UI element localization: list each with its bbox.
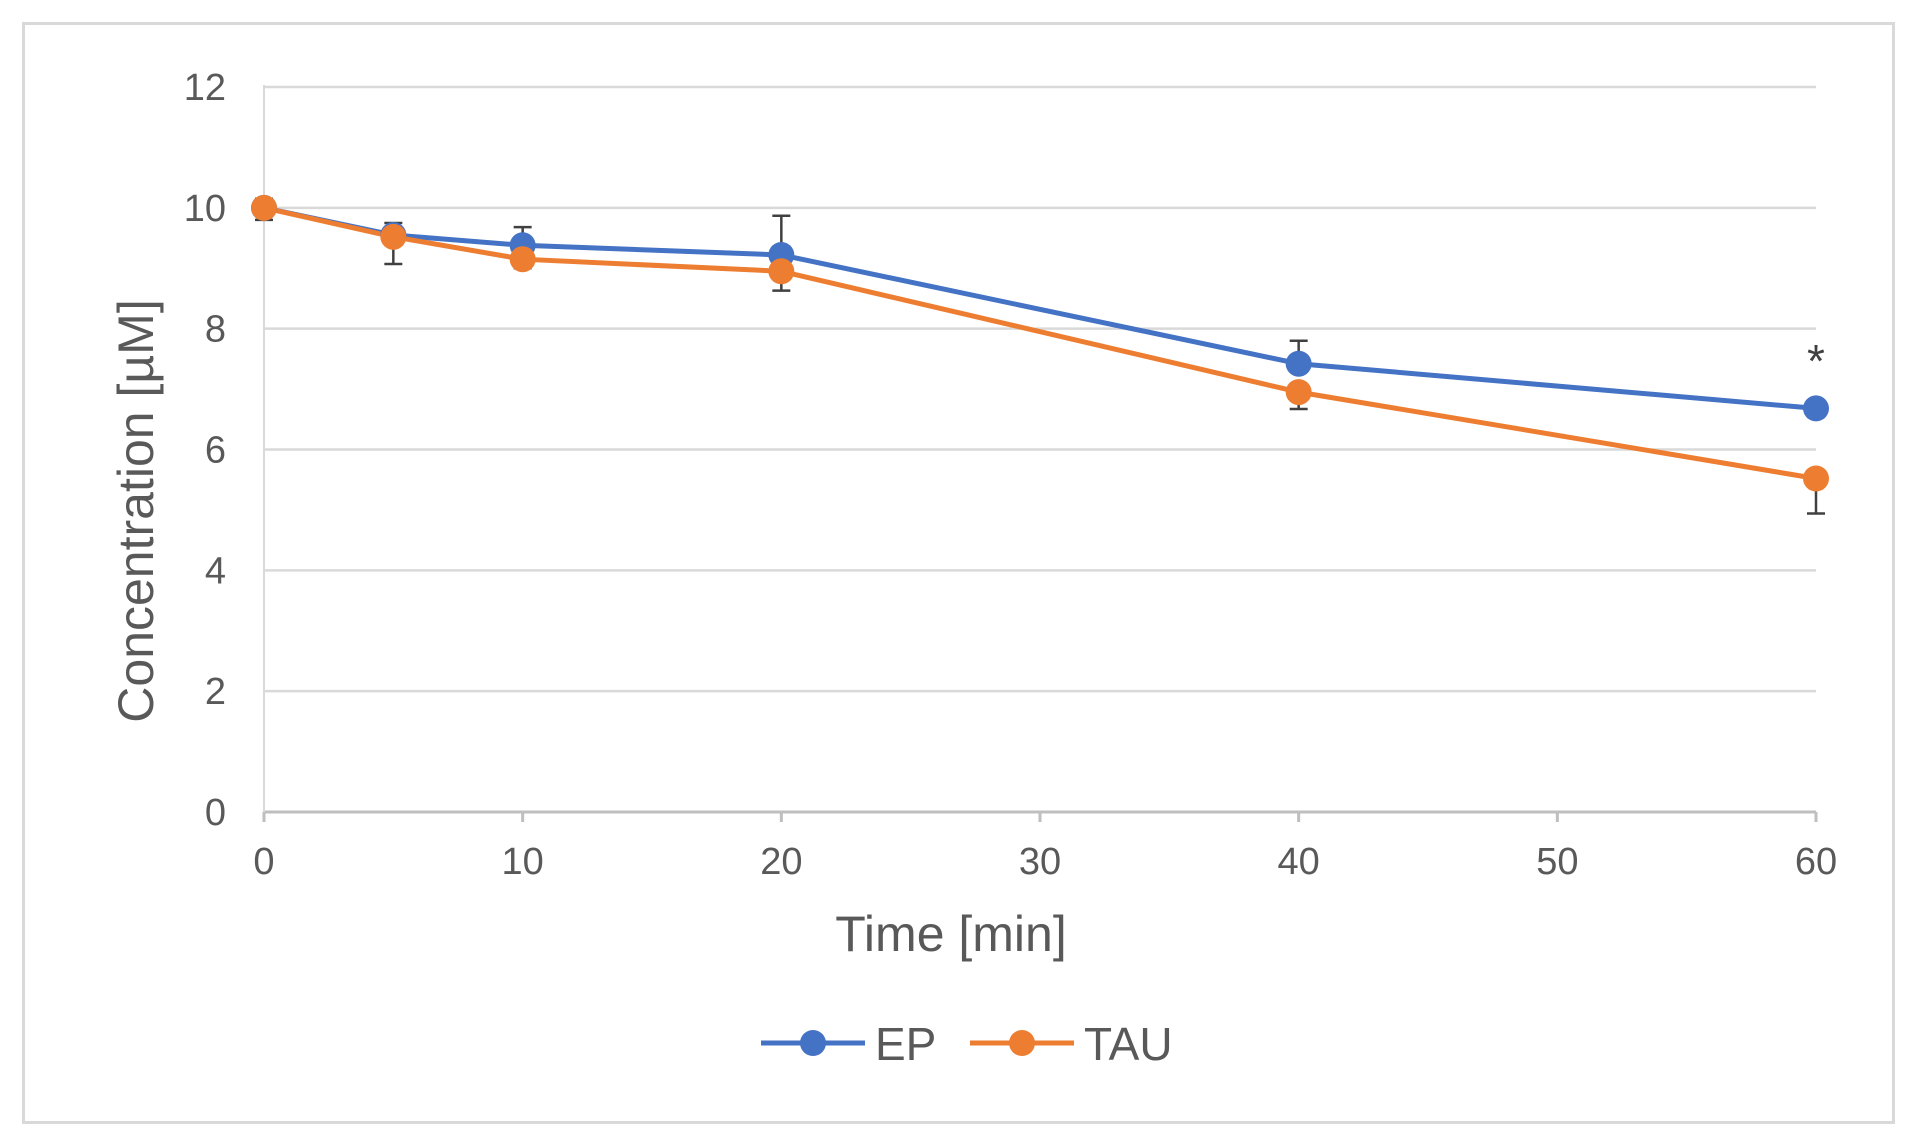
gridlines: [264, 85, 1816, 693]
y-tick-label: 8: [205, 309, 226, 351]
legend-marker-ep: [800, 1030, 826, 1056]
y-tick-label: 10: [184, 188, 226, 230]
x-tick-label: 0: [253, 841, 274, 883]
x-tick-label: 20: [760, 841, 802, 883]
x-tick-label: 10: [502, 841, 544, 883]
chart-frame: 0 2 4 6 8 10 12 0 10 20 30 40 50 60 * Time [min] Conc…: [22, 22, 1895, 1124]
legend: EP TAU: [761, 1018, 1173, 1070]
tau-data-point: [1285, 379, 1312, 406]
y-tick-label: 6: [205, 430, 226, 472]
tau-data-point: [251, 194, 277, 221]
legend-label-tau: TAU: [1084, 1018, 1173, 1070]
y-axis-title: Concentration [µM]: [108, 299, 164, 722]
legend-label-ep: EP: [875, 1018, 936, 1070]
line-chart: 0 2 4 6 8 10 12 0 10 20 30 40 50 60 * Time [min] Conc…: [108, 67, 1837, 1070]
x-tick-label: 60: [1795, 841, 1837, 883]
x-tick-label: 40: [1278, 841, 1320, 883]
tau-series-line: [263, 205, 1817, 481]
tau-data-point: [1803, 465, 1829, 492]
legend-marker-tau: [1009, 1030, 1035, 1056]
y-tick-label: 0: [205, 792, 226, 834]
ep-series-line: [263, 205, 1817, 411]
tau-data-point: [380, 223, 407, 250]
tau-data-point: [768, 258, 795, 285]
data-points: [251, 194, 1829, 492]
axes: 0 2 4 6 8 10 12 0 10 20 30 40 50 60: [184, 67, 1837, 883]
annotations: *: [1807, 335, 1825, 387]
ep-data-point: [1803, 395, 1829, 422]
ep-data-point: [1285, 350, 1312, 377]
y-tick-label: 12: [184, 67, 226, 109]
error-bars: [255, 197, 1825, 515]
x-axis-title: Time [min]: [835, 906, 1067, 962]
significance-asterisk: *: [1807, 335, 1825, 387]
series-lines: [263, 205, 1817, 481]
tau-data-point: [509, 246, 536, 273]
x-tick-label: 30: [1019, 841, 1061, 883]
x-tick-label: 50: [1536, 841, 1578, 883]
y-tick-label: 2: [205, 671, 226, 713]
y-tick-label: 4: [205, 550, 226, 592]
